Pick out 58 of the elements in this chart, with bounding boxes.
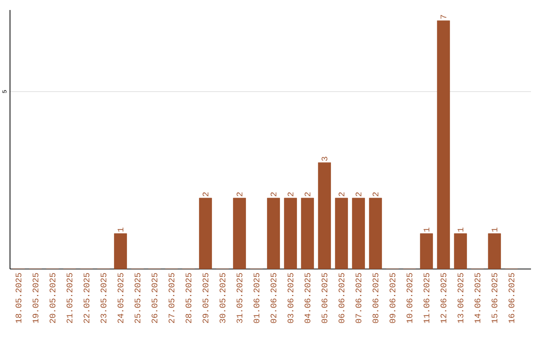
x-tick-label: 21.05.2025	[66, 273, 72, 323]
bar	[369, 198, 382, 269]
x-tick-label: 14.06.2025	[474, 273, 480, 323]
bar	[199, 198, 212, 269]
data-label: 1	[424, 228, 430, 232]
x-tick-label: 29.05.2025	[202, 273, 208, 323]
data-label: 3	[322, 156, 328, 161]
x-tick-label: 15.06.2025	[492, 273, 498, 323]
data-label: 2	[356, 192, 362, 196]
x-tick-label: 11.06.2025	[424, 273, 430, 323]
data-label: 1	[458, 228, 464, 232]
x-tick-label: 22.05.2025	[84, 273, 90, 323]
x-tick-label: 16.06.2025	[508, 273, 514, 323]
data-label: 2	[288, 192, 294, 196]
data-label: 2	[270, 192, 276, 196]
data-label: 2	[236, 192, 242, 196]
x-tick-label: 01.06.2025	[254, 273, 260, 324]
x-tick-label: 28.05.2025	[186, 273, 192, 323]
data-label: 2	[338, 192, 344, 196]
x-tick-label: 24.05.2025	[118, 273, 124, 323]
data-label: 1	[492, 228, 498, 232]
x-tick-label: 10.06.2025	[406, 273, 412, 323]
bar	[233, 198, 246, 269]
x-tick-label: 19.05.2025	[32, 273, 38, 323]
data-label: 1	[118, 228, 124, 232]
x-tick-label: 18.05.2025	[16, 273, 22, 323]
x-tick-label: 07.06.2025	[356, 273, 362, 324]
data-label: 2	[304, 192, 310, 196]
data-label: 2	[202, 192, 208, 196]
bar	[318, 162, 331, 269]
bar	[301, 198, 314, 269]
x-tick-label: 05.06.2025	[322, 273, 328, 324]
bar	[488, 233, 501, 269]
x-tick-label: 26.05.2025	[152, 273, 158, 323]
x-tick-label: 03.06.2025	[288, 273, 294, 324]
x-tick-label: 09.06.2025	[390, 273, 396, 324]
bar	[284, 198, 297, 269]
x-tick-label: 20.05.2025	[50, 273, 56, 323]
bar	[454, 233, 467, 269]
bar	[114, 233, 127, 269]
data-label: 2	[372, 192, 378, 196]
x-tick-label: 04.06.2025	[304, 273, 310, 324]
x-tick-label: 31.05.2025	[236, 273, 242, 324]
x-tick-label: 25.05.2025	[134, 273, 140, 323]
x-tick-label: 08.06.2025	[372, 273, 378, 324]
x-tick-label: 13.06.2025	[458, 273, 464, 323]
bar	[437, 20, 450, 269]
bar	[267, 198, 280, 269]
x-tick-label: 06.06.2025	[338, 273, 344, 324]
x-tick-label: 12.06.2025	[440, 273, 446, 323]
bar	[335, 198, 348, 269]
x-tick-label: 02.06.2025	[270, 273, 276, 324]
x-tick-label: 27.05.2025	[168, 273, 174, 323]
x-tick-label: 23.05.2025	[100, 273, 106, 323]
x-tick-label: 30.05.2025	[220, 273, 226, 324]
bar	[352, 198, 365, 269]
bar	[420, 233, 433, 269]
data-label: 7	[440, 15, 446, 19]
